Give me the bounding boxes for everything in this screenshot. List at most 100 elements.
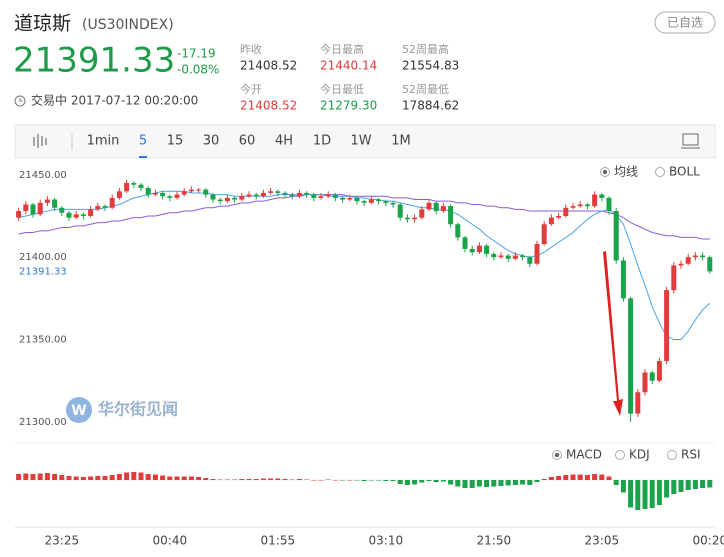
x-tick-label: 00:40 [153,534,188,548]
macd-bar [635,480,641,510]
x-tick-label: 23:25 [45,534,80,548]
fullscreen-icon[interactable] [682,133,699,146]
candle-body [340,197,346,200]
candle-body [599,194,605,198]
macd-bar [347,480,353,481]
period-tab[interactable]: 15 [167,134,184,149]
candle-body [131,183,137,185]
candle-body [448,206,454,225]
macd-bar [361,480,367,481]
macd-bar [145,474,151,480]
radio[interactable] [667,450,677,460]
period-tab[interactable]: 60 [239,134,256,149]
radio[interactable] [655,167,665,177]
candle-body [628,298,634,414]
indicator-option[interactable]: BOLL [669,165,700,179]
candle-body [217,199,223,202]
candle-body [203,189,209,195]
macd-bar [404,480,410,485]
stat-label: 52周最高 [402,42,449,56]
macd-bar [700,480,706,488]
candle-body [520,255,526,258]
period-tab[interactable]: 30 [203,134,220,149]
macd-bar [642,480,648,509]
candle-body [145,188,151,195]
candle-body [390,202,396,205]
candle-body [116,191,122,198]
candle-body [397,204,403,218]
macd-bar [325,479,331,480]
macd-bar [59,475,65,480]
macd-bar [102,476,108,480]
candle-body [318,196,324,198]
macd-bar [160,475,166,480]
indicator-option[interactable]: 均线 [614,165,638,179]
macd-bar [412,480,418,485]
radio-dot [554,452,560,458]
watermark-logo-mark: W [71,403,86,419]
candle-body [548,217,554,225]
candle-body [678,263,684,266]
price: 21391.33 [13,41,175,81]
macd-bar [440,480,446,482]
indicator-option[interactable]: MACD [566,448,602,462]
macd-bar [620,480,626,493]
period-tab[interactable]: 1D [313,134,331,149]
radio-dot [602,169,608,175]
watch-button-label[interactable]: 已自选 [667,16,703,30]
macd-bar [210,479,216,480]
indicator-option[interactable]: RSI [681,448,701,462]
period-tab[interactable]: 1M [391,134,411,149]
radio[interactable] [615,450,625,460]
stat-value: 21440.14 [320,59,377,73]
candle-body [167,196,173,198]
last-price-label: 21391.33 [19,266,67,277]
period-tab[interactable]: 1min [87,134,120,149]
candle-body [52,199,58,208]
stat-label: 今开 [240,82,262,96]
candle-body [534,244,540,264]
candle-body [383,201,389,203]
candle-body [361,201,367,203]
macd-bar [512,480,518,485]
macd-bar [577,474,583,480]
candle-body [102,206,108,208]
x-tick-label: 03:10 [369,534,404,548]
macd-bar [498,480,504,486]
chart-type-icon[interactable] [33,134,47,148]
candle-body [455,224,461,238]
stat-label: 今日最低 [320,82,364,96]
macd-bar [66,476,72,480]
candle-body [512,255,518,259]
candle-body [700,255,706,258]
period-tab[interactable]: 4H [275,134,293,149]
candle-body [59,207,65,213]
candle-body [433,202,439,212]
candle-body [232,197,238,200]
watch-button[interactable] [654,11,716,34]
macd-bar [419,480,425,483]
candle-body [174,194,180,198]
candle-body [16,211,22,218]
candle-body [476,245,482,253]
candle-body [505,255,511,259]
macd-bar [376,480,382,481]
stat-value: 21279.30 [320,99,377,113]
macd-bar [73,476,79,480]
macd-bar [505,480,511,486]
period-tab[interactable]: 1W [350,134,371,149]
macd-bar [217,479,223,480]
candle-body [80,214,86,216]
x-tick-label: 00:20 [693,534,724,548]
macd-bar [469,480,475,488]
stat-value: 21408.52 [240,99,297,113]
candle-body [282,192,288,195]
indicator-option[interactable]: KDJ [629,448,650,462]
period-tab[interactable]: 5 [139,134,147,149]
candle-body [275,191,281,193]
candle-body [671,265,677,291]
candle-body [66,212,72,218]
macd-bar [426,480,432,481]
candle-body [642,372,648,393]
